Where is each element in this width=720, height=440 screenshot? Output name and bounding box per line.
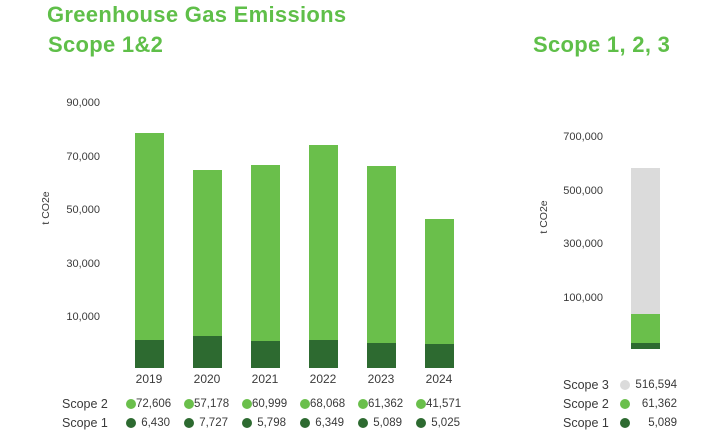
year-label-2019: 2019: [135, 372, 163, 386]
legend-value: 61,362: [641, 398, 677, 410]
right-legend-series-label: Scope 1: [563, 416, 609, 430]
right-y-tick-label: 300,000: [563, 238, 603, 251]
bar-segment-scope3: [631, 168, 660, 315]
bar-segment-scope1: [192, 336, 222, 368]
left-y-tick-label: 90,000: [66, 97, 100, 110]
left-y-tick-label: 50,000: [66, 204, 100, 217]
year-label-2021: 2021: [251, 372, 279, 386]
right-legend-cell: 61,362: [620, 397, 677, 411]
year-label-2024: 2024: [425, 372, 453, 386]
stacked-bar-2023: [366, 166, 396, 368]
left-legend-cell: 5,025: [410, 416, 468, 430]
legend-dot: [620, 418, 630, 428]
stacked-bar-2020: [192, 170, 222, 368]
left-legend-cell: 41,571: [410, 397, 468, 411]
bar-segment-scope1: [366, 343, 396, 368]
right-y-axis-label: t CO2e: [538, 200, 550, 234]
right-y-tick-label: 100,000: [563, 292, 603, 305]
right-legend-cell: 5,089: [620, 416, 677, 430]
legend-dot: [416, 418, 426, 428]
year-label-2023: 2023: [367, 372, 395, 386]
legend-dot: [184, 399, 194, 409]
stacked-bar-2019: [134, 132, 164, 368]
bar-segment-scope1: [631, 342, 660, 349]
right-legend-series-label: Scope 2: [563, 397, 609, 411]
right-chart-subtitle: Scope 1, 2, 3: [533, 32, 671, 57]
bar-segment-scope2: [631, 314, 660, 343]
left-legend-cell: 72,606: [120, 397, 178, 411]
left-legend-cell: 6,349: [294, 416, 352, 430]
right-y-tick-label: 700,000: [563, 131, 603, 144]
bar-segment-scope1: [250, 341, 280, 368]
left-legend-cell: 61,362: [352, 397, 410, 411]
legend-value: 6,430: [141, 417, 170, 429]
left-legend-cell: 5,798: [236, 416, 294, 430]
legend-dot: [126, 399, 136, 409]
left-legend-series-label: Scope 1: [62, 416, 108, 430]
stacked-bar-2021: [250, 165, 280, 368]
legend-dot: [620, 380, 630, 390]
legend-value: 41,571: [426, 398, 462, 410]
right-legend-cell: 516,594: [620, 378, 677, 392]
legend-dot: [126, 418, 136, 428]
legend-dot: [300, 399, 310, 409]
left-y-tick-label: 10,000: [66, 311, 100, 324]
legend-dot: [358, 418, 368, 428]
right-y-tick-label: 500,000: [563, 184, 603, 197]
year-label-2020: 2020: [193, 372, 221, 386]
legend-dot: [242, 418, 252, 428]
legend-value: 5,089: [373, 417, 402, 429]
legend-dot: [184, 418, 194, 428]
bar-segment-scope1: [134, 339, 164, 368]
stacked-bar-scope123: [631, 168, 660, 349]
legend-value: 6,349: [315, 417, 344, 429]
legend-value: 61,362: [368, 398, 404, 410]
legend-dot: [242, 399, 252, 409]
bar-segment-scope1: [308, 340, 338, 368]
legend-value: 57,178: [194, 398, 230, 410]
left-legend-cell: 57,178: [178, 397, 236, 411]
legend-value: 516,594: [635, 379, 677, 391]
legend-dot: [358, 399, 368, 409]
legend-value: 5,025: [431, 417, 460, 429]
left-legend-cell: 68,068: [294, 397, 352, 411]
legend-value: 60,999: [252, 398, 288, 410]
left-legend-series-label: Scope 2: [62, 397, 108, 411]
legend-dot: [416, 399, 426, 409]
stacked-bar-2024: [424, 219, 454, 368]
left-legend-cell: 5,089: [352, 416, 410, 430]
legend-dot: [300, 418, 310, 428]
left-legend-cell: 7,727: [178, 416, 236, 430]
left-legend-cell: 6,430: [120, 416, 178, 430]
left-chart-subtitle: Scope 1&2: [48, 32, 164, 57]
legend-value: 72,606: [136, 398, 172, 410]
legend-value: 7,727: [199, 417, 228, 429]
legend-value: 5,089: [648, 417, 677, 429]
left-y-tick-label: 70,000: [66, 150, 100, 163]
legend-dot: [620, 399, 630, 409]
left-legend-cell: 60,999: [236, 397, 294, 411]
bar-segment-scope1: [424, 343, 454, 368]
left-y-tick-label: 30,000: [66, 257, 100, 270]
right-legend-series-label: Scope 3: [563, 378, 609, 392]
legend-value: 68,068: [310, 398, 346, 410]
page-title: Greenhouse Gas Emissions: [47, 2, 347, 27]
legend-value: 5,798: [257, 417, 286, 429]
stacked-bar-2022: [308, 144, 338, 368]
year-label-2022: 2022: [309, 372, 337, 386]
